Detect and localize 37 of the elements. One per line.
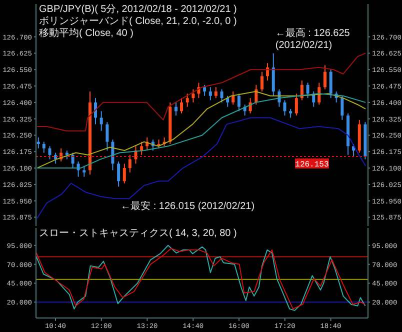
candlestick (283, 100, 286, 116)
candlestick (306, 82, 310, 99)
candlestick (174, 102, 178, 116)
chart-title: GBP/JPY(B)( 5分, 2012/02/18 - 2012/02/21 ) (39, 4, 237, 16)
candlestick (42, 141, 46, 154)
candlestick (318, 82, 321, 106)
candlestick (226, 95, 230, 108)
candlestick (237, 93, 240, 112)
line-series (36, 117, 366, 219)
candlestick (300, 80, 304, 101)
candlestick (340, 95, 344, 120)
text: ボリンジャーバンド( Close, 21, 2.0, -2.0, 0 ) (39, 16, 237, 28)
candlestick (294, 93, 298, 116)
candlestick (117, 160, 120, 188)
candlestick (260, 71, 264, 92)
candlestick (203, 84, 206, 96)
candlestick (232, 90, 235, 106)
candlestick (128, 154, 132, 173)
chart-title: スロー・ストキャスティクス( 14, 3, 20, 80 ) (39, 228, 237, 240)
candlestick (208, 86, 212, 101)
candlestick (214, 86, 218, 99)
ref-line-label: 126.153 (295, 160, 329, 170)
line-series (36, 52, 366, 132)
candlestick (329, 69, 332, 99)
candlestick (71, 152, 74, 169)
candlestick (180, 98, 184, 114)
candlestick (323, 64, 326, 90)
candlestick (186, 93, 189, 108)
candlestick (122, 163, 126, 184)
candlestick (48, 146, 52, 160)
candlestick (82, 165, 86, 178)
candlestick (106, 122, 109, 152)
candlestick (220, 88, 224, 103)
candlestick (192, 88, 195, 103)
candlestick (100, 110, 103, 132)
candlestick (140, 141, 144, 156)
annotation: 移動平均( Close, 40 ) (39, 28, 134, 40)
